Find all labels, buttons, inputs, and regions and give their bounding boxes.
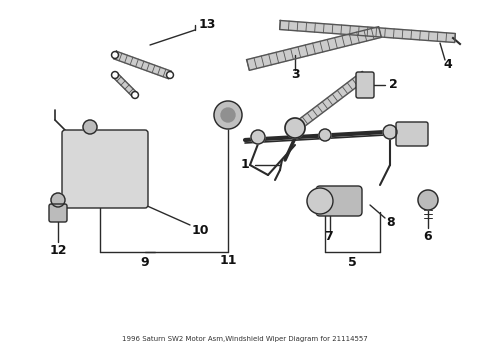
Polygon shape bbox=[113, 73, 137, 97]
Circle shape bbox=[51, 193, 65, 207]
Text: 3: 3 bbox=[291, 68, 299, 81]
Polygon shape bbox=[280, 21, 455, 42]
Circle shape bbox=[319, 129, 331, 141]
Polygon shape bbox=[246, 27, 381, 70]
Circle shape bbox=[83, 120, 97, 134]
Circle shape bbox=[221, 108, 235, 122]
Text: 1: 1 bbox=[241, 158, 249, 171]
Text: 8: 8 bbox=[387, 216, 395, 229]
Text: 1996 Saturn SW2 Motor Asm,Windshield Wiper Diagram for 21114557: 1996 Saturn SW2 Motor Asm,Windshield Wip… bbox=[122, 336, 368, 342]
Text: 2: 2 bbox=[389, 78, 397, 91]
Text: 7: 7 bbox=[323, 230, 332, 243]
Circle shape bbox=[251, 130, 265, 144]
FancyBboxPatch shape bbox=[62, 130, 148, 208]
Circle shape bbox=[133, 93, 137, 97]
Text: 13: 13 bbox=[198, 18, 216, 31]
Polygon shape bbox=[292, 71, 368, 132]
Circle shape bbox=[168, 73, 172, 77]
FancyBboxPatch shape bbox=[316, 186, 362, 216]
FancyBboxPatch shape bbox=[356, 72, 374, 98]
Text: 12: 12 bbox=[49, 243, 67, 256]
Circle shape bbox=[112, 51, 119, 58]
FancyBboxPatch shape bbox=[396, 122, 428, 146]
Text: 6: 6 bbox=[424, 230, 432, 243]
Text: 10: 10 bbox=[191, 224, 209, 237]
Circle shape bbox=[383, 125, 397, 139]
Circle shape bbox=[113, 53, 117, 57]
Text: 5: 5 bbox=[347, 256, 356, 270]
Circle shape bbox=[418, 190, 438, 210]
Circle shape bbox=[167, 72, 173, 78]
Circle shape bbox=[214, 101, 242, 129]
Text: 11: 11 bbox=[219, 253, 237, 266]
Polygon shape bbox=[114, 51, 172, 79]
Text: 9: 9 bbox=[141, 256, 149, 270]
Circle shape bbox=[285, 118, 305, 138]
Text: 4: 4 bbox=[443, 58, 452, 72]
Circle shape bbox=[112, 72, 119, 78]
Circle shape bbox=[113, 73, 117, 77]
Circle shape bbox=[131, 91, 139, 99]
FancyBboxPatch shape bbox=[49, 204, 67, 222]
Circle shape bbox=[307, 188, 333, 214]
